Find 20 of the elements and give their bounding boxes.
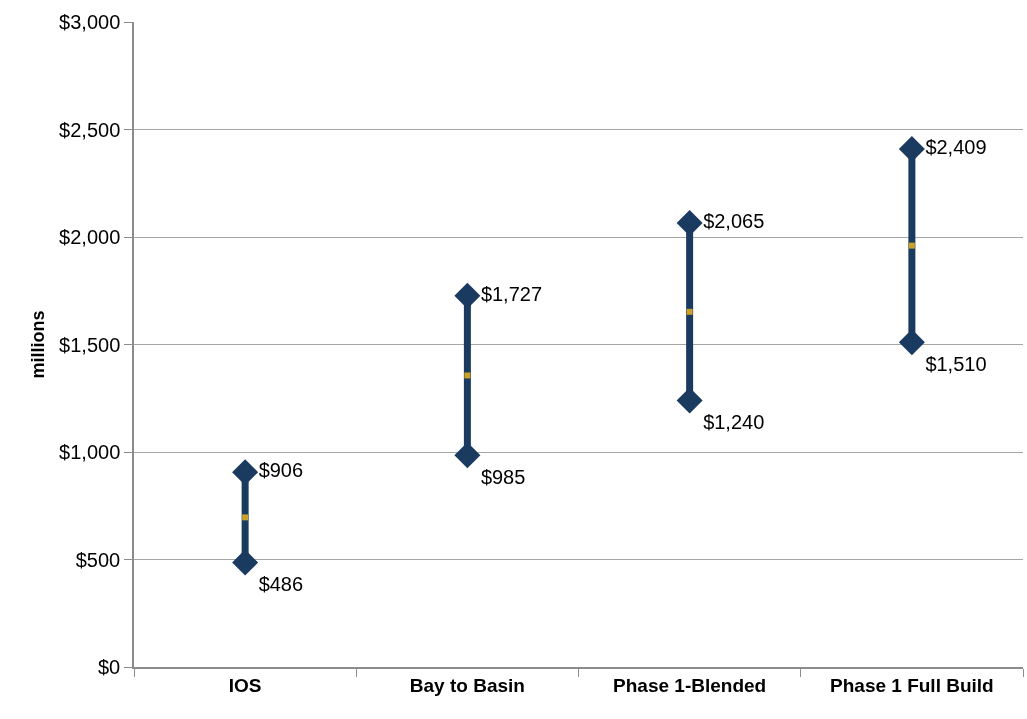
data-label: $1,510 (925, 352, 987, 375)
y-tick-label: $3,000 (59, 11, 121, 33)
data-label: $1,727 (480, 282, 543, 305)
y-tick-label: $2,000 (59, 226, 121, 248)
x-tick-label: Bay to Basin (409, 674, 525, 696)
x-tick-label: IOS (228, 674, 262, 696)
y-tick-label: $1,000 (59, 441, 121, 463)
data-label: $2,409 (925, 136, 987, 159)
y-tick-label: $0 (98, 656, 121, 678)
data-label: $486 (258, 573, 304, 596)
y-tick-label: $2,500 (59, 118, 121, 141)
x-tick-label: Phase 1-Blended (613, 674, 767, 696)
data-label: $906 (258, 459, 304, 482)
y-tick-label: $500 (75, 548, 121, 571)
y-tick-label: $1,500 (59, 333, 121, 356)
x-tick-label: Phase 1 Full Build (830, 674, 994, 696)
data-label: $1,240 (703, 410, 765, 433)
data-label: $2,065 (703, 210, 765, 233)
y-axis-title: millions (27, 310, 48, 379)
data-label: $985 (480, 465, 526, 488)
